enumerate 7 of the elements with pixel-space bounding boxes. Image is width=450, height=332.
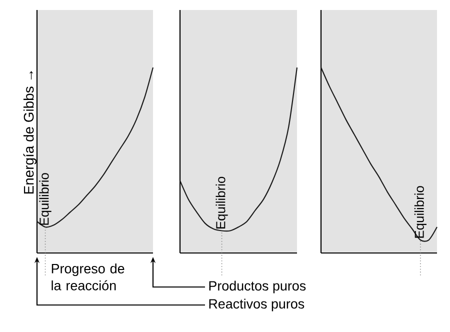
annotation: Equilibrio	[414, 186, 426, 238]
x-axis-title: Progreso de la reacción	[52, 264, 124, 290]
text: Reactivos puros	[209, 298, 304, 312]
annotation: Equilibrio	[216, 176, 228, 228]
text: Productos puros	[209, 280, 306, 294]
y-axis-title: Energía de Gibbs →	[23, 71, 36, 194]
annotation: Equilibrio	[39, 173, 52, 225]
